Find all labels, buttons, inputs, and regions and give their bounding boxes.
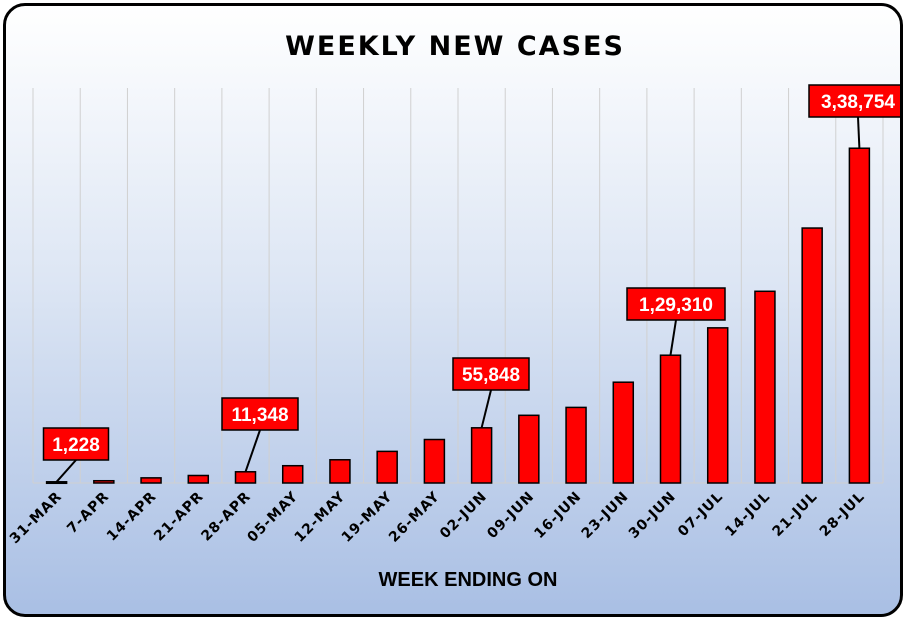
bar-02-jun <box>470 427 493 484</box>
x-tick-labels: 31-MAR7-APR14-APR21-APR28-APR05-MAY12-MA… <box>7 489 868 548</box>
callout-box <box>626 287 726 321</box>
x-tick-label: 07-JUL <box>675 489 726 540</box>
data-label: 55,848 <box>462 365 520 386</box>
bar-09-jun <box>518 414 540 484</box>
bar-07-jul <box>706 327 729 484</box>
bar-31-mar <box>45 481 68 485</box>
callout-9: 55,848 <box>452 357 530 429</box>
x-tick-label: 14-JUL <box>722 489 773 540</box>
callout-4: 11,348 <box>221 397 299 473</box>
bar-23-jun <box>612 381 635 484</box>
bar-30-jun <box>659 354 682 484</box>
x-tick-label: 28-JUL <box>817 489 868 540</box>
callout-0: 1,228 <box>42 427 110 483</box>
x-tick-label: 21-JUL <box>770 489 821 540</box>
x-tick-label: 23-JUN <box>579 489 632 542</box>
x-tick-label: 14-APR <box>104 489 160 545</box>
bar-21-apr <box>187 474 210 484</box>
bar-26-may <box>423 438 446 484</box>
callout-box <box>808 84 900 118</box>
x-axis-label: WEEK ENDING ON <box>379 569 558 591</box>
callout-leader <box>480 389 492 429</box>
bar-14-jul <box>754 290 776 484</box>
data-label: 11,348 <box>231 405 288 426</box>
data-label: 1,228 <box>52 435 100 456</box>
chart-title: WEEKLY NEW CASES <box>285 31 625 62</box>
x-tick-label: 30-JUN <box>626 489 679 542</box>
x-tick-label: 09-JUN <box>484 489 537 542</box>
chart-svg: WEEKLY NEW CASES 31-MAR7-APR14-APR21-APR… <box>7 31 900 591</box>
callout-box <box>452 357 530 391</box>
callout-13: 1,29,310 <box>626 287 726 356</box>
bar-21-jul <box>801 227 823 484</box>
x-tick-label: 26-MAY <box>386 489 443 546</box>
bar-14-apr <box>140 477 162 484</box>
callout-leader <box>857 116 861 149</box>
bar-05-may <box>281 464 304 484</box>
x-tick-label: 02-JUN <box>437 489 490 542</box>
x-tick-label: 7-APR <box>64 489 112 537</box>
x-tick-label: 16-JUN <box>531 489 584 542</box>
callout-box <box>42 427 110 461</box>
bar-16-jun <box>565 406 587 484</box>
bar-28-jul <box>848 147 871 484</box>
callouts: 1,228 11,348 55,848 1,29,310 3,38,754 <box>42 84 900 483</box>
gridlines <box>32 88 884 483</box>
x-tick-label: 31-MAR <box>7 489 66 548</box>
data-label: 1,29,310 <box>639 295 713 316</box>
callout-17: 3,38,754 <box>808 84 900 149</box>
callout-leader <box>244 429 261 473</box>
bar-12-may <box>329 459 351 484</box>
chart-frame: WEEKLY NEW CASES 31-MAR 7-APR 14-APR 21-APR… <box>3 3 903 617</box>
callout-leader <box>669 319 677 356</box>
x-tick-label: 21-APR <box>151 489 207 545</box>
bar-28-apr <box>234 471 257 484</box>
callout-leader <box>55 459 77 483</box>
bars <box>45 147 871 485</box>
bar-19-may <box>376 450 398 484</box>
callout-box <box>221 397 299 431</box>
data-label: 3,38,754 <box>821 92 895 113</box>
bar-7-apr <box>93 479 115 484</box>
